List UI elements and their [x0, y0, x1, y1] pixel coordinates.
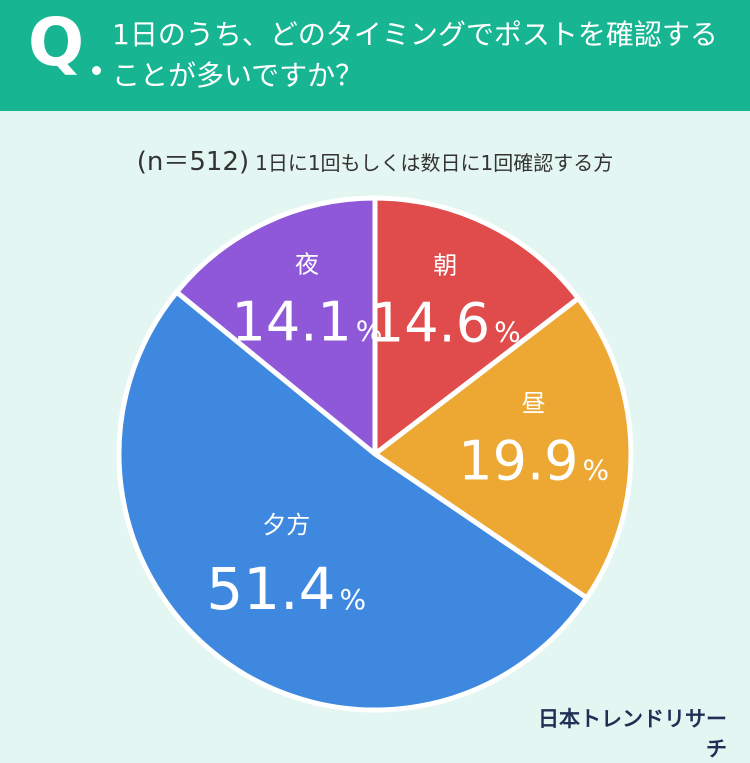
sample-caption: (n＝512) 1日に1回もしくは数日に1回確認する方: [0, 141, 750, 178]
pie-slice-night: [174, 195, 378, 457]
slice-value-label: 19.9%: [458, 430, 609, 493]
slice-category-label: 昼: [522, 390, 546, 418]
question-line-2: ことが多いですか？: [112, 59, 364, 92]
pie-slices: [116, 195, 634, 713]
question-text: 1日のうち、どのタイミングでポストを確認する ことが多いですか？: [112, 14, 737, 96]
q-dot: [92, 66, 101, 75]
slice-value-label: 51.4%: [206, 555, 366, 623]
question-line-1: 1日のうち、どのタイミングでポストを確認する: [112, 18, 718, 51]
slice-value-label: 14.1%: [232, 291, 383, 354]
header-banner: Q 1日のうち、どのタイミングでポストを確認する ことが多いですか？: [0, 0, 750, 111]
slice-value-label: 14.6%: [370, 292, 521, 355]
pie-slice-evening: [116, 289, 590, 713]
q-mark: Q: [28, 4, 85, 81]
sample-description: 1日に1回もしくは数日に1回確認する方: [255, 151, 614, 175]
brand-logo: 日本トレンドリサーチ: [538, 707, 727, 761]
pie-slice-morning: [372, 195, 581, 457]
slice-category-label: 朝: [433, 252, 457, 280]
pie-slice-noon: [372, 295, 634, 601]
slice-category-label: 夕方: [262, 511, 310, 539]
slice-category-label: 夜: [295, 251, 319, 279]
sample-size: (n＝512): [136, 147, 250, 177]
pie-labels: 朝 14.6 % 昼 19.9 % 夕方 51.4 % 夜 14.1%: [206, 251, 609, 623]
